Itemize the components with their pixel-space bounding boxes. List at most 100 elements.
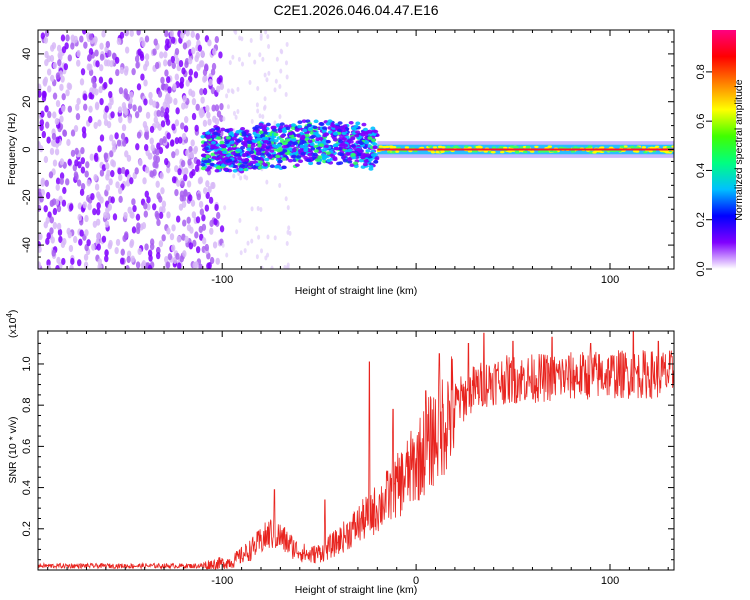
signal-blob [365,153,371,157]
signal-blob [246,143,252,148]
snr-y-ticks: 0.2 0.4 0.6 0.8 1.0 [21,342,674,561]
signal-blob [306,123,312,128]
signal-blob [308,161,314,166]
snr-y-tick-label: 0.2 [21,521,33,536]
colorbar-label: Normalized spectral amplitude [733,79,745,220]
noise-blob [177,168,182,176]
noise-blob [107,203,112,211]
signal-blob [292,151,298,156]
noise-blob [144,144,149,152]
noise-blob [99,98,104,106]
noise-blob [197,44,203,52]
signal-blob [453,145,458,149]
noise-blob [190,90,196,98]
noise-blob [179,255,184,263]
signal-blob [327,126,333,130]
signal-blob [242,140,248,145]
noise-blob [202,75,207,83]
noise-blob [108,178,113,186]
noise-blob [219,82,225,91]
signal-blob [372,145,378,150]
noise-blob [105,40,111,49]
noise-blob [183,125,189,133]
noise-blob [143,63,148,72]
noise-blob [158,211,164,219]
noise-blob [216,211,221,220]
noise-blob [187,158,192,166]
spectrogram-panel: -100 100 -40 -20 0 20 40 Height of straight l… [6,29,675,297]
noise-blob [88,47,94,56]
noise-blob [152,100,157,108]
spectrogram-y-tick-label: 20 [21,96,33,108]
signal-blob [285,138,291,143]
spectrogram-x-ticks: -100 100 [47,30,669,286]
signal-blob [224,128,230,133]
noise-blob [172,83,177,91]
noise-blob [97,258,102,266]
signal-blob [309,142,315,147]
signal-blob [252,126,258,131]
noise-blob [286,205,290,211]
snr-y-tick-label: 1.0 [21,356,33,371]
noise-blob [273,87,277,93]
noise-blob [177,262,182,269]
noise-blob [148,91,153,100]
signal-blob [367,158,373,162]
noise-blob [61,46,67,54]
noise-blob [105,184,111,192]
noise-blob [238,35,242,41]
noise-blob [206,111,211,119]
noise-blob [86,179,91,187]
signal-blob [338,143,344,148]
noise-blob [121,123,127,132]
noise-blob [179,190,185,198]
noise-blob [55,183,60,191]
signal-blob [301,119,307,123]
signal-blob [374,156,380,161]
signal-blob [373,160,379,164]
noise-blob [181,200,187,208]
signal-blob [343,143,349,148]
signal-blob [665,151,670,154]
signal-blob [287,158,293,163]
noise-blob [66,138,71,147]
noise-blob [154,161,159,169]
signal-blob [291,154,297,159]
signal-blob [205,134,211,139]
noise-blob [278,84,282,90]
noise-blob [205,180,210,188]
noise-blob [204,204,210,212]
noise-blob [91,76,96,84]
noise-blob [145,111,151,119]
noise-blob [69,264,74,269]
noise-blob [80,166,86,174]
signal-blob [467,150,473,153]
noise-blob [152,48,157,56]
spectrogram-y-tick-label: 40 [21,48,33,60]
noise-blob [134,167,139,175]
signal-blob [325,151,331,155]
noise-blob [174,148,180,156]
signal-blob [236,139,242,143]
noise-blob [147,264,153,269]
signal-blob [287,131,293,136]
signal-blob [240,158,246,163]
noise-blob [112,213,118,221]
signal-blob [355,147,361,152]
noise-blob [232,173,236,179]
signal-blob [297,120,303,124]
noise-blob [55,177,61,185]
signal-blob [643,150,648,154]
noise-blob [185,79,190,87]
signal-blob [530,150,535,153]
signal-blob [313,119,319,124]
noise-blob [75,103,80,111]
noise-blob [56,256,61,264]
noise-blob [87,53,92,62]
signal-blob [265,145,271,150]
signal-blob [515,151,520,154]
noise-blob [235,229,239,235]
signal-blob [362,127,368,132]
noise-blob [188,194,193,202]
noise-blob [57,228,63,236]
